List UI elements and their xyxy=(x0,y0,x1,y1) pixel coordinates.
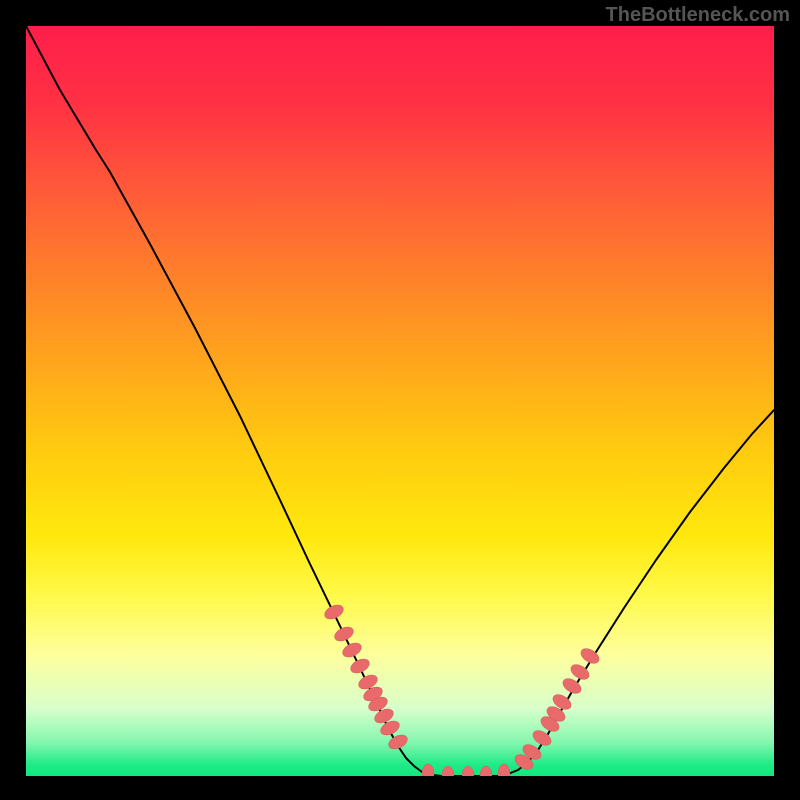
plot-gradient-background xyxy=(26,26,774,776)
plot-svg xyxy=(0,0,800,800)
watermark-text: TheBottleneck.com xyxy=(606,4,790,27)
chart-stage: TheBottleneck.com xyxy=(0,0,800,800)
